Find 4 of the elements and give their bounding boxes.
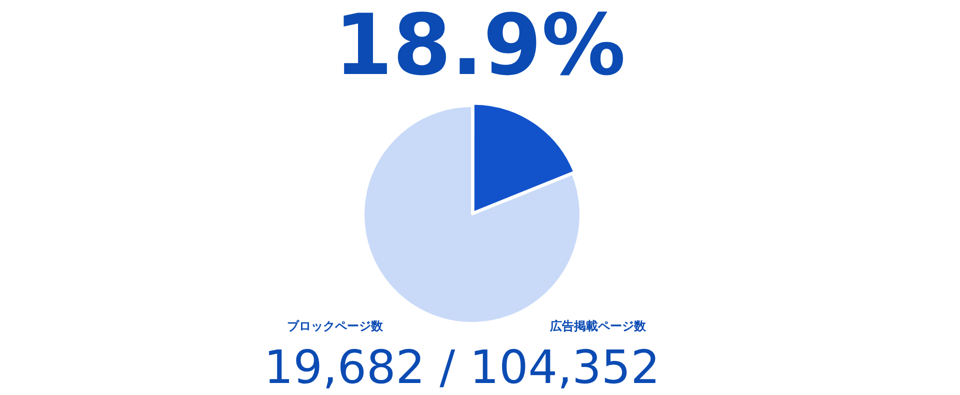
text: 広告掲載ページ数 — [550, 318, 646, 335]
chart-title: 18.9% — [333, 0, 627, 94]
text: 19,682 / 104,352 — [264, 340, 660, 394]
text: ブロックページ数 — [287, 318, 383, 335]
